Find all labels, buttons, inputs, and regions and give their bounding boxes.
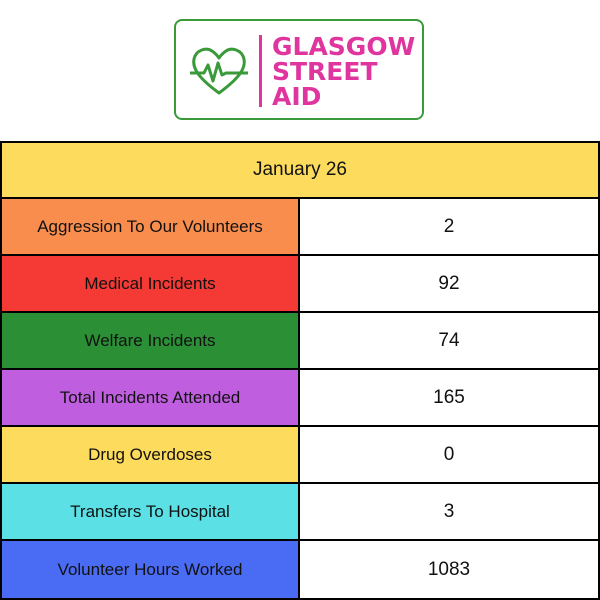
logo-divider (259, 35, 262, 107)
row-value-aggression: 2 (300, 199, 598, 256)
row-value-welfare-incidents: 74 (300, 313, 598, 370)
row-value-drug-overdoses: 0 (300, 427, 598, 484)
logo-wordmark: GLASGOW STREET AID (272, 34, 415, 109)
heart-with-pulse-icon (190, 47, 248, 95)
logo-line-3: AID (272, 82, 322, 111)
table-header-date: January 26 (2, 143, 598, 199)
incident-summary-table: January 26 Aggression To Our Volunteers … (0, 141, 600, 600)
logo-line-2: STREET (272, 57, 378, 86)
row-label-welfare-incidents: Welfare Incidents (2, 313, 300, 370)
row-value-volunteer-hours: 1083 (300, 541, 598, 598)
row-value-total-incidents: 165 (300, 370, 598, 427)
row-label-aggression: Aggression To Our Volunteers (2, 199, 300, 256)
row-label-transfers-to-hospital: Transfers To Hospital (2, 484, 300, 541)
row-value-transfers-to-hospital: 3 (300, 484, 598, 541)
row-label-drug-overdoses: Drug Overdoses (2, 427, 300, 484)
row-value-medical-incidents: 92 (300, 256, 598, 313)
logo-line-1: GLASGOW (272, 32, 416, 61)
row-label-volunteer-hours: Volunteer Hours Worked (2, 541, 300, 598)
row-label-total-incidents: Total Incidents Attended (2, 370, 300, 427)
row-label-medical-incidents: Medical Incidents (2, 256, 300, 313)
glasgow-street-aid-logo: GLASGOW STREET AID (174, 19, 424, 120)
